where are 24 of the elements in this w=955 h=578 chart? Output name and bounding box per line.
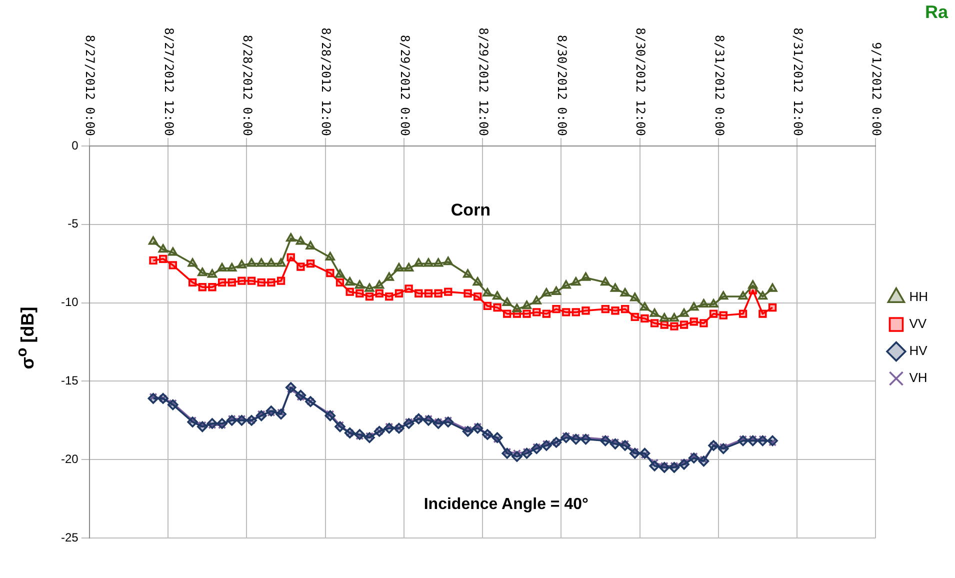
y-tick-label: -10	[61, 295, 79, 310]
y-tick-label: 0	[72, 138, 79, 152]
x-tick-label: 8/29/2012 12:00	[476, 28, 490, 136]
legend-label: VV	[909, 316, 927, 332]
x-tick-label: 8/31/2012 12:00	[790, 28, 805, 136]
x-tick-label: 8/28/2012 12:00	[319, 28, 334, 136]
text: Corn	[450, 200, 491, 220]
x-tick-label: 8/31/2012 0:00	[712, 34, 726, 136]
y-tick-label: -20	[61, 452, 79, 466]
legend-label: VH	[909, 370, 928, 386]
y-tick-label: -25	[61, 530, 79, 544]
legend-label: HV	[909, 343, 928, 358]
legend-label: HH	[909, 289, 928, 304]
x-tick-label: 8/27/2012 0:00	[83, 34, 98, 136]
x-tick-label: 8/29/2012 0:00	[398, 34, 412, 136]
x-tick-label: 8/28/2012 0:00	[240, 34, 254, 136]
x-tick-label: 8/30/2012 12:00	[634, 28, 648, 136]
text: Ra	[924, 2, 948, 23]
x-tick-label: 9/1/2012 0:00	[870, 42, 884, 136]
annotation: Incidence Angle = 40°	[424, 496, 588, 514]
y-tick-label: -5	[68, 216, 79, 231]
x-tick-label: 8/30/2012 0:00	[555, 34, 570, 136]
x-tick-label: 8/27/2012 12:00	[162, 28, 176, 136]
y-tick-label: -15	[61, 374, 79, 388]
